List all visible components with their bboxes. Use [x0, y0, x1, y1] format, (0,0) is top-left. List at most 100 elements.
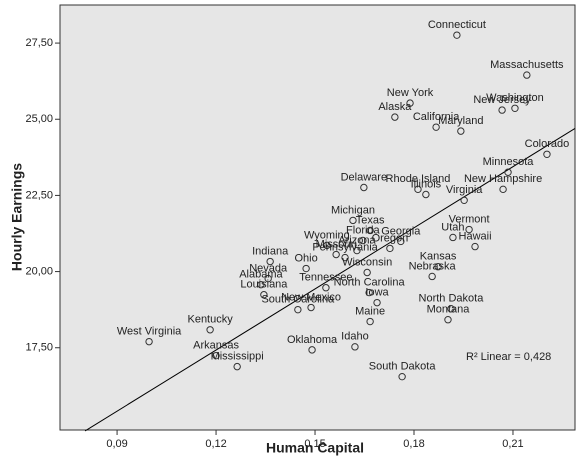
- point: [349, 216, 357, 225]
- point-label: Iowa: [365, 287, 389, 299]
- point: [386, 244, 394, 253]
- point: [360, 183, 368, 192]
- point: [543, 150, 551, 158]
- point-label: Georgia: [381, 225, 421, 237]
- point-label: Hawaii: [459, 231, 492, 243]
- point-label: Wisconsin: [342, 256, 392, 268]
- point: [444, 316, 452, 324]
- point-label: Kansas: [420, 251, 457, 263]
- point: [353, 246, 361, 255]
- point: [434, 263, 442, 271]
- point: [391, 113, 399, 121]
- point-label: California: [413, 111, 460, 123]
- point: [145, 337, 153, 346]
- point: [449, 233, 457, 242]
- point: [432, 123, 440, 131]
- point: [460, 196, 468, 204]
- point-label: West Virginia: [117, 326, 182, 338]
- point-label: Mississippi: [211, 351, 264, 363]
- point-label: Oklahoma: [287, 334, 338, 346]
- point-label: Vermont: [449, 213, 490, 225]
- point: [373, 298, 381, 307]
- point: [294, 305, 302, 314]
- point: [341, 253, 349, 262]
- point: [351, 343, 359, 351]
- point: [398, 372, 406, 381]
- point-label: Texas: [356, 214, 385, 226]
- point: [332, 250, 340, 259]
- point-label: Pennsylvania: [312, 241, 378, 253]
- x-axis-title: Human Capital: [266, 440, 364, 456]
- point: [397, 237, 405, 246]
- point-label: Alabama: [239, 269, 283, 281]
- point: [260, 291, 268, 299]
- point-label: Nevada: [249, 262, 288, 274]
- point: [266, 257, 274, 266]
- point: [428, 272, 436, 281]
- point: [264, 274, 272, 283]
- point: [498, 106, 506, 114]
- point-label: North Dakota: [419, 293, 485, 305]
- point: [257, 280, 265, 289]
- point-label: Virginia: [446, 184, 483, 196]
- point: [447, 305, 455, 313]
- point: [365, 288, 373, 297]
- annotation: R² Linear = 0,428: [466, 351, 551, 363]
- x-tick-label: 0,21: [502, 438, 523, 450]
- point: [323, 241, 331, 250]
- point-label: Nebraska: [409, 260, 457, 272]
- point-label: Missouri: [316, 238, 357, 250]
- point-label: Wyoming: [304, 229, 350, 241]
- y-tick-label: 22,50: [25, 189, 53, 201]
- point: [414, 185, 422, 194]
- point-label: Montana: [427, 304, 471, 316]
- point: [363, 268, 371, 277]
- point: [406, 99, 414, 107]
- point-label: New Mexico: [281, 291, 341, 303]
- point-label: Arizona: [338, 234, 376, 246]
- point: [422, 190, 430, 199]
- point: [322, 284, 330, 292]
- point: [523, 71, 531, 79]
- point: [206, 326, 214, 334]
- point-label: Louisiana: [240, 279, 288, 291]
- point-label: Rhode Island: [386, 173, 451, 185]
- point: [233, 362, 241, 371]
- point-label: Indiana: [252, 245, 289, 257]
- y-axis-title: Hourly Earnings: [9, 163, 25, 271]
- y-tick-label: 25,00: [25, 113, 53, 125]
- x-tick-label: 0,09: [106, 438, 127, 450]
- point: [212, 351, 220, 360]
- point: [465, 225, 473, 234]
- fit-line: [84, 127, 576, 432]
- point-label: Connecticut: [428, 19, 486, 31]
- point-label: Oregon: [372, 232, 409, 244]
- point: [307, 303, 315, 312]
- point-label: Washington: [486, 92, 544, 104]
- point-label: Florida: [346, 224, 381, 236]
- point: [511, 104, 519, 112]
- point: [359, 236, 367, 245]
- point-label: Michigan: [331, 204, 375, 216]
- point: [453, 31, 461, 39]
- y-tick-label: 17,50: [25, 342, 53, 354]
- point-label: Minnesota: [483, 156, 535, 168]
- point-label: Delaware: [341, 171, 387, 183]
- point-label: South Carolina: [261, 294, 335, 306]
- point: [366, 317, 374, 326]
- point-label: Tennessee: [299, 272, 352, 284]
- point-label: New Jersey: [473, 94, 531, 106]
- plot-area: [59, 4, 576, 431]
- point: [366, 226, 374, 235]
- point-label: New Hampshire: [464, 173, 542, 185]
- point-label: Massachusetts: [490, 59, 564, 71]
- point: [499, 185, 507, 194]
- point-label: Alaska: [378, 101, 412, 113]
- point: [457, 127, 465, 135]
- x-tick-label: 0,18: [403, 438, 424, 450]
- point-label: Maine: [355, 305, 385, 317]
- point-label: Maryland: [438, 115, 483, 127]
- point: [471, 242, 479, 251]
